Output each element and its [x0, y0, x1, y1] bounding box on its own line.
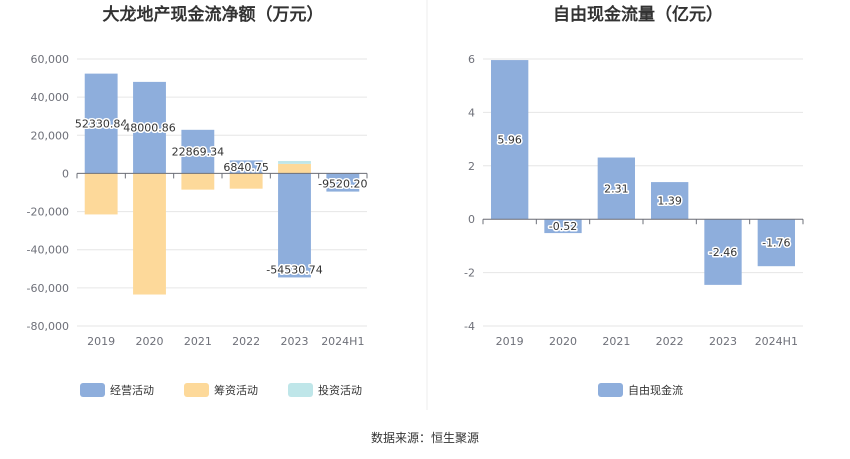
x-tick-label: 2023 [281, 335, 309, 348]
bar [84, 173, 118, 215]
y-tick-label: -80,000 [27, 320, 69, 333]
legend-swatch [184, 383, 209, 397]
x-tick-label: 2019 [496, 335, 524, 348]
y-tick-label: 0 [62, 167, 69, 180]
bar [133, 81, 166, 174]
data-label: -0.52 [549, 220, 577, 233]
y-tick-label: -4 [464, 320, 475, 333]
chart-title-free-cashflow: 自由现金流量（亿元） [553, 4, 723, 25]
data-label: 48000.86 [123, 122, 176, 135]
bar [229, 160, 263, 174]
free-cashflow-chart: 自由现金流量（亿元） 6 4 2 0 -2 -4 2019 2020 2021 2022 2023 2… [464, 4, 804, 397]
bar [278, 163, 311, 174]
bar [84, 73, 118, 174]
y-tick-label: -60,000 [27, 282, 69, 295]
x-tick-label: 2020 [549, 335, 577, 348]
y-tick-label: 40,000 [31, 91, 70, 104]
x-tick-label: 2022 [232, 335, 260, 348]
bar [229, 173, 263, 189]
y-tick-label: -20,000 [27, 206, 69, 219]
bar [278, 173, 311, 278]
data-label: 6840.75 [223, 161, 269, 174]
y-tick-label: 0 [468, 213, 475, 226]
bar [757, 219, 795, 267]
data-source: 数据来源：恒生聚源 [371, 430, 479, 445]
bar [326, 173, 360, 192]
bar [544, 219, 582, 234]
bar [597, 157, 635, 220]
legend-label: 投资活动 [318, 383, 362, 397]
x-tick-label: 2024H1 [755, 335, 798, 348]
bar [651, 182, 689, 220]
legend-swatch [598, 383, 623, 397]
legend-label: 经营活动 [110, 383, 154, 397]
x-tick-label: 2022 [656, 335, 684, 348]
x-tick-label: 2021 [602, 335, 630, 348]
x-tick-label: 2023 [709, 335, 737, 348]
y-tick-label: 4 [468, 106, 475, 119]
cashflow-net-chart: 大龙地产现金流净额（万元） 60,000 40,000 20,000 0 -20,000… [27, 4, 369, 397]
data-label: 2.31 [604, 182, 629, 195]
data-label: -1.76 [762, 237, 790, 250]
legend-label: 自由现金流 [628, 383, 683, 397]
data-label: -54530.74 [266, 263, 322, 276]
x-tick-label: 2021 [184, 335, 212, 348]
chart-title-cashflow: 大龙地产现金流净额（万元） [103, 4, 324, 25]
data-label: 5.96 [497, 134, 522, 147]
data-label: -9520.20 [318, 178, 367, 191]
y-tick-label: 20,000 [31, 129, 70, 142]
y-tick-label: 60,000 [31, 53, 70, 66]
bar [704, 219, 742, 285]
data-label: 1.39 [657, 195, 682, 208]
y-tick-label: 2 [468, 160, 475, 173]
x-tick-label: 2019 [87, 335, 115, 348]
y-tick-label: -40,000 [27, 244, 69, 257]
data-label: 52330.84 [75, 118, 128, 131]
bar [181, 173, 215, 190]
y-tick-label: -2 [464, 267, 475, 280]
legend-label: 筹资活动 [214, 383, 258, 397]
bar [491, 60, 529, 220]
data-label: 22869.34 [172, 146, 225, 159]
bar [181, 129, 215, 174]
data-label: -2.46 [709, 246, 737, 259]
bar [133, 173, 166, 295]
bar [278, 161, 311, 164]
legend-swatch [288, 383, 313, 397]
x-tick-label: 2020 [136, 335, 164, 348]
x-tick-label: 2024H1 [321, 335, 364, 348]
y-tick-label: 6 [468, 53, 475, 66]
legend-swatch [80, 383, 105, 397]
